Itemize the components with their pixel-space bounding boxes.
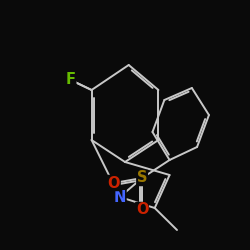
Text: N: N (114, 190, 126, 204)
Text: O: O (136, 202, 148, 218)
Text: S: S (137, 170, 147, 186)
Text: F: F (66, 72, 76, 88)
Text: O: O (108, 176, 120, 190)
